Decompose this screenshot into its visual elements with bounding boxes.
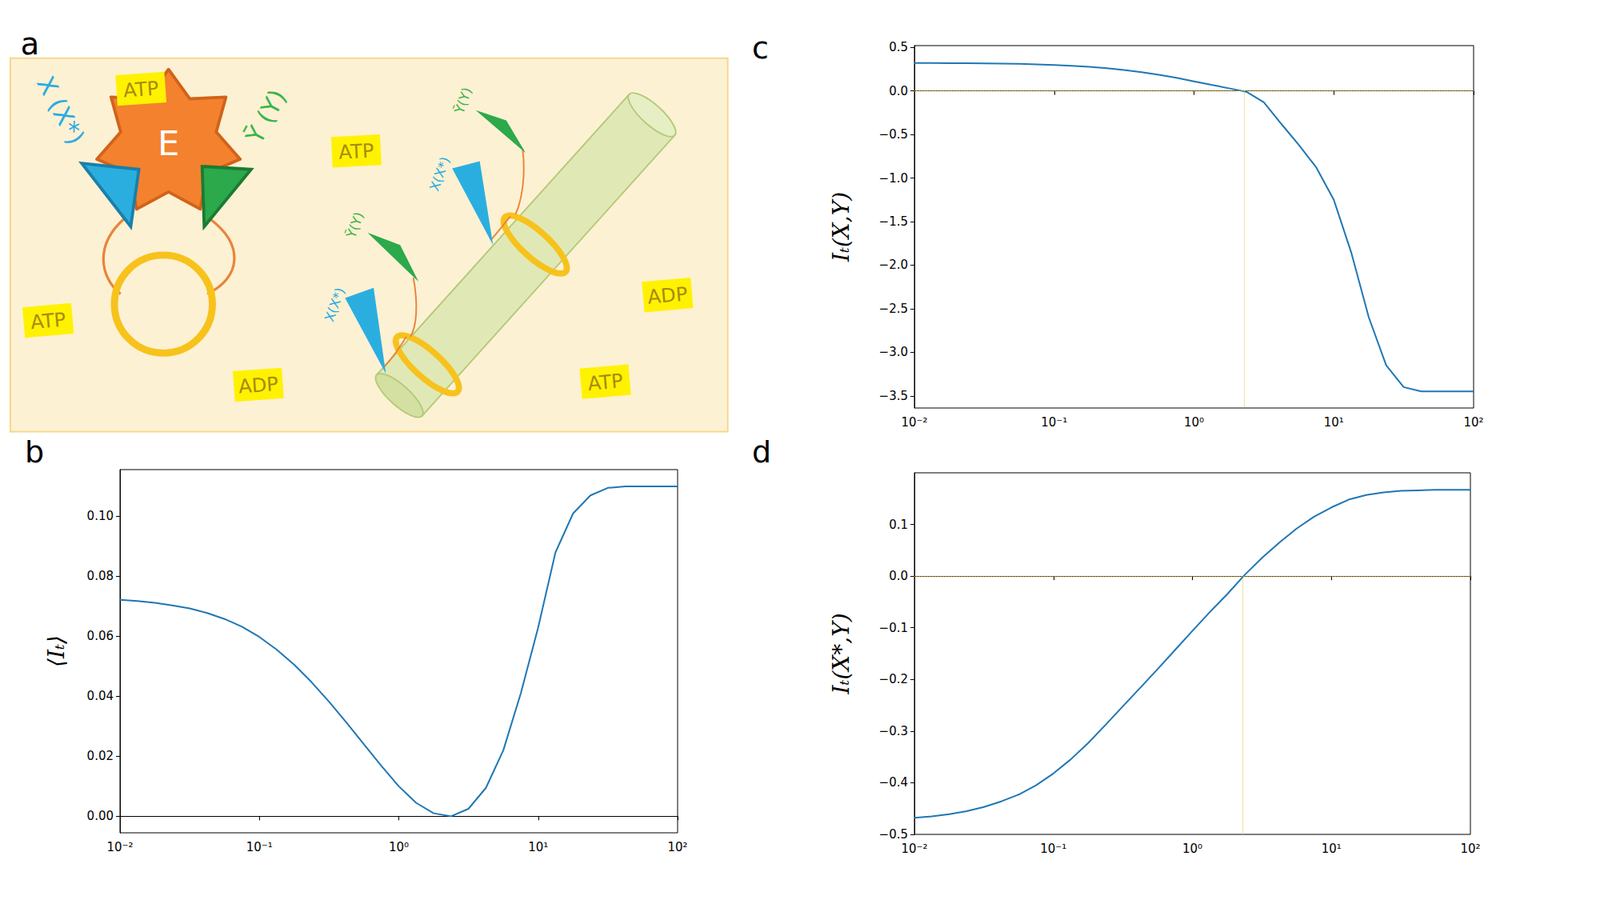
svg-text:ATP: ATP	[122, 76, 160, 102]
svg-text:10⁰: 10⁰	[388, 840, 409, 855]
svg-text:a: a	[20, 25, 40, 62]
svg-text:Iₜ(X,Y): Iₜ(X,Y)	[828, 192, 855, 263]
svg-text:0.5: 0.5	[888, 40, 908, 55]
svg-text:−1.0: −1.0	[879, 171, 908, 186]
svg-text:ATP: ATP	[29, 308, 67, 335]
svg-text:−3.0: −3.0	[879, 344, 908, 360]
svg-text:0.0: 0.0	[888, 84, 908, 99]
svg-text:10²: 10²	[1460, 841, 1480, 856]
svg-text:−0.2: −0.2	[879, 672, 908, 687]
svg-text:10⁰: 10⁰	[1184, 415, 1204, 430]
svg-text:0.04: 0.04	[87, 688, 114, 704]
svg-text:Ȳ (Y): Ȳ (Y)	[240, 84, 292, 149]
svg-text:−0.4: −0.4	[879, 775, 908, 790]
svg-text:−1.5: −1.5	[879, 214, 908, 229]
svg-text:−3.5: −3.5	[879, 388, 908, 404]
svg-text:d: d	[752, 434, 772, 470]
svg-text:0.00: 0.00	[87, 808, 114, 824]
svg-text:0.1: 0.1	[888, 517, 908, 532]
svg-text:X (X*): X (X*)	[31, 72, 91, 150]
svg-text:0.06: 0.06	[87, 628, 114, 644]
svg-text:ADP: ADP	[237, 372, 280, 398]
svg-text:10¹: 10¹	[528, 840, 548, 855]
svg-text:−0.1: −0.1	[879, 620, 908, 636]
svg-text:10⁻²: 10⁻²	[106, 840, 133, 855]
svg-text:X(X*): X(X*)	[426, 155, 453, 194]
svg-text:10¹: 10¹	[1324, 415, 1344, 430]
svg-text:0.08: 0.08	[87, 568, 114, 584]
svg-text:10⁻¹: 10⁻¹	[246, 840, 273, 855]
svg-text:Ȳ(Y): Ȳ(Y)	[451, 85, 476, 117]
svg-text:−2.0: −2.0	[879, 257, 908, 272]
svg-text:−2.5: −2.5	[879, 301, 908, 316]
svg-text:c: c	[752, 30, 769, 66]
svg-text:ATP: ATP	[586, 369, 624, 396]
svg-text:10⁻¹: 10⁻¹	[1040, 841, 1067, 856]
svg-text:Iₜ(X*,Y): Iₜ(X*,Y)	[828, 612, 855, 695]
svg-text:⟨Iₜ⟩: ⟨Iₜ⟩	[43, 635, 70, 668]
svg-text:−0.5: −0.5	[879, 827, 908, 842]
svg-text:0.10: 0.10	[87, 508, 114, 524]
svg-text:Ȳ(Y): Ȳ(Y)	[343, 209, 368, 241]
svg-text:−0.5: −0.5	[879, 127, 908, 142]
svg-text:10²: 10²	[667, 840, 688, 855]
svg-text:b: b	[24, 434, 44, 470]
svg-text:ATP: ATP	[338, 140, 375, 164]
svg-text:E: E	[157, 123, 180, 164]
svg-text:10¹: 10¹	[1321, 841, 1342, 856]
svg-text:X(X*): X(X*)	[321, 285, 348, 324]
svg-text:0.0: 0.0	[888, 568, 908, 584]
svg-text:ADP: ADP	[646, 282, 688, 308]
svg-text:10⁻²: 10⁻²	[900, 415, 928, 430]
svg-text:0.02: 0.02	[87, 748, 114, 764]
svg-text:10⁰: 10⁰	[1182, 841, 1203, 856]
svg-text:10⁻¹: 10⁻¹	[1040, 415, 1068, 430]
svg-text:−0.3: −0.3	[879, 724, 908, 739]
svg-text:10²: 10²	[1463, 415, 1484, 430]
svg-text:10⁻²: 10⁻²	[900, 841, 928, 856]
